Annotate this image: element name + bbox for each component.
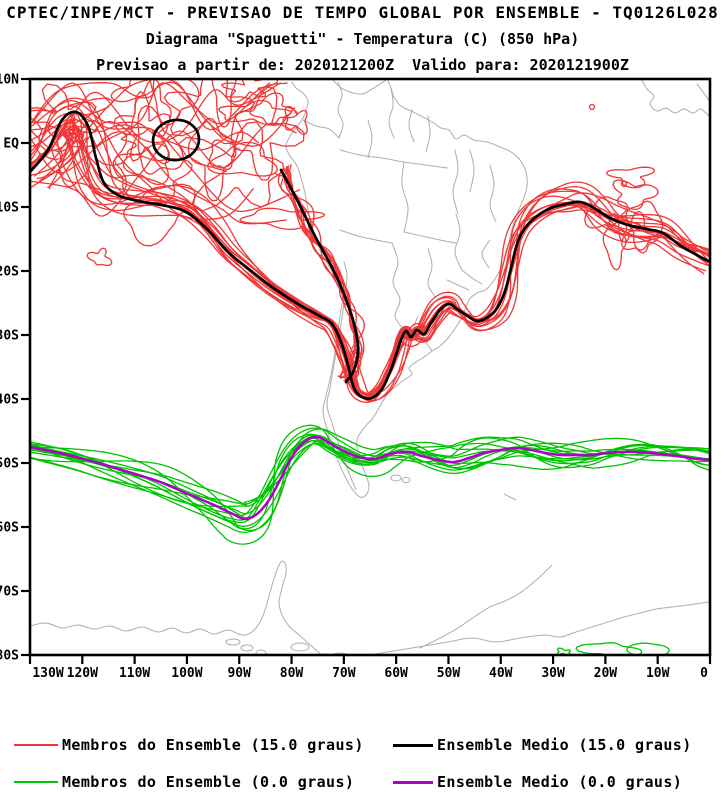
ensemble-mean-0-line [30, 435, 710, 521]
y-tick-label: 50S [0, 457, 19, 472]
chart-title: CPTEC/INPE/MCT - PREVISAO DE TEMPO GLOBA… [6, 3, 719, 22]
x-tick-label: 70W [332, 666, 356, 681]
legend-item-members-0: Membros do Ensemble (0.0 graus) [14, 773, 355, 791]
y-tick-label: 80S [0, 649, 19, 664]
x-tick-label: 30W [541, 666, 565, 681]
y-tick-label: 60S [0, 521, 19, 536]
y-tick-label: 20S [0, 265, 19, 280]
y-tick-label: 10N [0, 73, 19, 88]
legend-label-members-0: Membros do Ensemble (0.0 graus) [62, 773, 355, 791]
legend-swatch-mean-15-line [393, 743, 433, 747]
x-tick-label: 0 [700, 666, 708, 681]
map-layer [30, 79, 710, 655]
x-tick-label: 130W [32, 666, 63, 681]
x-tick-label: 90W [227, 666, 251, 681]
x-tick-label: 80W [280, 666, 304, 681]
x-tick-label: 20W [594, 666, 618, 681]
legend-swatch-members-0-line [14, 781, 58, 783]
y-tick-label: 30S [0, 329, 19, 344]
plot-content [30, 79, 710, 655]
x-tick-label: 40W [489, 666, 513, 681]
x-tick-label: 120W [67, 666, 98, 681]
y-tick-label: 70S [0, 585, 19, 600]
ensemble-members-0-layer [30, 424, 710, 655]
x-tick-label: 50W [437, 666, 461, 681]
legend-label-mean-0: Ensemble Medio (0.0 graus) [437, 773, 683, 791]
legend-item-mean-15: Ensemble Medio (15.0 graus) [393, 736, 692, 754]
y-tick-label: EQ [3, 137, 19, 152]
axes-layer: 10N EQ 10S 20S 30S 40S 50S 60S 70S 80S 130W 120W 110… [0, 73, 712, 681]
y-tick-label: 10S [0, 201, 19, 216]
legend-swatch-mean-0-line [393, 780, 433, 784]
legend-item-members-15: Membros do Ensemble (15.0 graus) [14, 736, 364, 754]
legend-item-mean-0: Ensemble Medio (0.0 graus) [393, 773, 683, 791]
x-tick-label: 110W [119, 666, 150, 681]
chart-validity: Previsao a partir de: 2020121200Z Valido… [96, 56, 629, 74]
legend-label-members-15: Membros do Ensemble (15.0 graus) [62, 736, 364, 754]
x-tick-label: 60W [384, 666, 408, 681]
legend-swatch-members-15-line [14, 744, 58, 746]
x-tick-label: 100W [171, 666, 202, 681]
x-tick-label: 10W [646, 666, 670, 681]
y-tick-label: 40S [0, 393, 19, 408]
legend-label-mean-15: Ensemble Medio (15.0 graus) [437, 736, 692, 754]
ensemble-mean-15-line [30, 110, 710, 401]
ensemble-members-15-layer [30, 79, 710, 403]
chart-subtitle: Diagrama "Spaguetti" - Temperatura (C) (… [145, 30, 580, 48]
